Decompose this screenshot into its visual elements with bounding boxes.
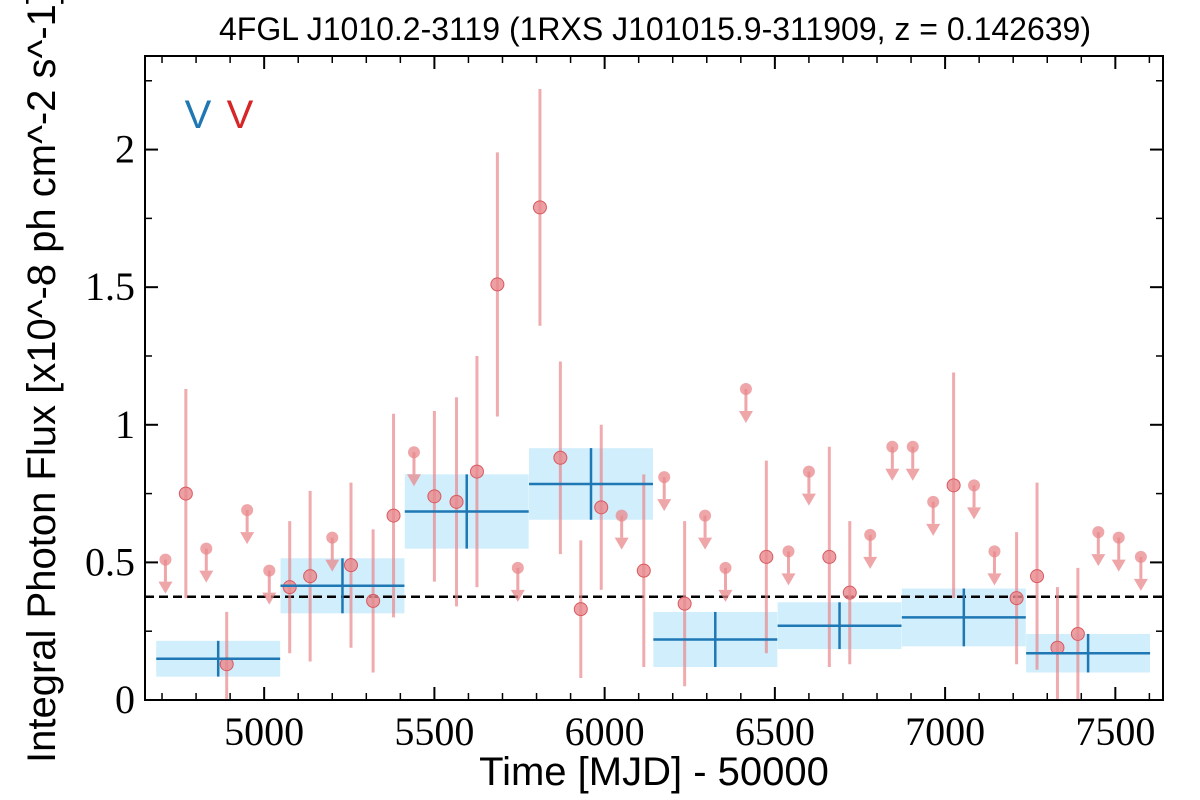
monthly-flux-point [1009, 591, 1024, 606]
upper-limit-arrow [926, 523, 941, 536]
monthly-flux-point [449, 494, 464, 509]
x-tick-label: 7000 [905, 709, 985, 754]
axis-ticks: 5000 5500 6000 6500 7000 7500 0 0.5 1 1.5 2 [85, 56, 1163, 754]
upper-limit-marker [326, 531, 339, 544]
x-tick-label: 7500 [1075, 709, 1155, 754]
plot-frame [144, 55, 1164, 701]
upper-limit-arrow [801, 493, 816, 506]
upper-limit-marker [906, 440, 919, 453]
upper-limit-arrow [406, 474, 421, 487]
upper-limit-marker [615, 509, 628, 522]
upper-limit-marker [886, 440, 899, 453]
y-tick-label: 1 [115, 402, 135, 447]
upper-limit-arrow [1133, 578, 1148, 591]
upper-limit-arrow [885, 468, 900, 481]
upper-limit-arrow [199, 570, 214, 583]
upper-limit-arrow [1111, 559, 1126, 572]
monthly-flux-point [759, 549, 774, 564]
y-axis-label: Integral Photon Flux [x10^-8 ph cm^-2 s^… [20, 0, 64, 763]
monthly-flux-point [842, 585, 857, 600]
monthly-flux-point [636, 563, 651, 578]
upper-limit-marker [699, 509, 712, 522]
x-tick-label: 6500 [735, 709, 815, 754]
upper-limit-marker [159, 553, 172, 566]
x-tick-label: 5000 [224, 709, 304, 754]
monthly-flux-point [469, 464, 484, 479]
monthly-flux-point [822, 549, 837, 564]
x-axis-label: Time [MJD] - 50000 [479, 750, 829, 794]
monthly-flux-point [594, 500, 609, 515]
upper-limit-marker [1092, 526, 1105, 539]
legend-label: V [185, 93, 212, 137]
upper-limit-arrow [657, 499, 672, 512]
monthly-flux-point [427, 489, 442, 504]
upper-limit-arrow [614, 537, 629, 550]
monthly-flux-point [532, 200, 547, 215]
monthly-flux-point [946, 478, 961, 493]
upper-limit-marker [719, 561, 732, 574]
monthly-flux-point [366, 593, 381, 608]
upper-limit-marker [200, 542, 213, 555]
monthly-flux-point [386, 508, 401, 523]
monthly-flux-point [1070, 626, 1085, 641]
upper-limit-arrow [967, 507, 982, 520]
upper-limit-arrow [718, 589, 733, 602]
upper-limit-arrow [240, 532, 255, 545]
monthly-flux-point [343, 558, 358, 573]
upper-limit-arrow [987, 573, 1002, 586]
upper-limit-arrow [158, 581, 173, 594]
upper-limit-marker [1112, 531, 1125, 544]
upper-limit-marker [782, 545, 795, 558]
monthly-flux-point [1030, 569, 1045, 584]
upper-limit-marker [241, 504, 254, 517]
upper-limit-arrow [1091, 554, 1106, 567]
upper-limit-arrow [262, 592, 277, 605]
upper-limit-marker [739, 383, 752, 396]
monthly-flux-point [490, 277, 505, 292]
monthly-flux-point [303, 569, 318, 584]
monthly-flux-point [573, 602, 588, 617]
upper-limit-marker [968, 479, 981, 492]
chart-title: 4FGL J1010.2-3119 (1RXS J101015.9-311909… [219, 11, 1091, 47]
upper-limit-arrow [698, 537, 713, 550]
upper-limit-arrow [781, 573, 796, 586]
y-tick-label: 1.5 [85, 264, 135, 309]
upper-limit-arrow [863, 556, 878, 569]
upper-limit-arrow [905, 468, 920, 481]
upper-limit-marker [927, 495, 940, 508]
upper-limit-marker [263, 564, 276, 577]
upper-limit-arrow [325, 559, 340, 572]
monthly-flux-point [178, 486, 193, 501]
y-tick-label: 2 [115, 127, 135, 172]
x-tick-label: 6000 [565, 709, 645, 754]
upper-limit-marker [658, 471, 671, 484]
monthly-flux-point [553, 450, 568, 465]
upper-limit-arrow [510, 589, 525, 602]
monthly-flux-point [677, 596, 692, 611]
y-tick-label: 0.5 [85, 539, 135, 584]
upper-limit-marker [988, 545, 1001, 558]
upper-limit-marker [802, 465, 815, 478]
monthly-flux-point [282, 580, 297, 595]
upper-limit-marker [511, 561, 524, 574]
x-tick-label: 5500 [394, 709, 474, 754]
upper-limit-marker [407, 446, 420, 459]
plot-area [145, 89, 1163, 700]
upper-limit-marker [864, 528, 877, 541]
upper-limit-marker [1134, 550, 1147, 563]
legend-label: V [227, 93, 254, 137]
y-tick-label: 0 [115, 677, 135, 722]
upper-limit-arrow [738, 411, 753, 424]
